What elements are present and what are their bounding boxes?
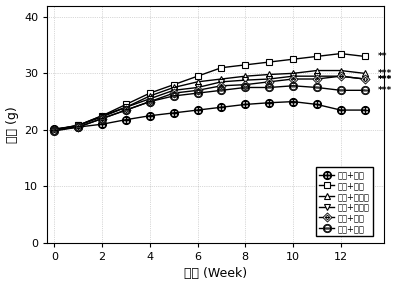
Text: **: ** bbox=[378, 52, 387, 61]
Text: ***: *** bbox=[378, 75, 392, 84]
Text: ***: *** bbox=[378, 75, 392, 84]
Text: ***: *** bbox=[378, 86, 392, 95]
Text: ***: *** bbox=[378, 69, 392, 78]
X-axis label: 星期 (Week): 星期 (Week) bbox=[184, 267, 247, 281]
Legend: 低脂+清水, 高脂+清水, 高脂+油腹层, 高脂+白皮层, 高脂+囊衣, 高脂+汁胞: 低脂+清水, 高脂+清水, 高脂+油腹层, 高脂+白皮层, 高脂+囊衣, 高脂+… bbox=[316, 167, 373, 236]
Y-axis label: 体重 (g): 体重 (g) bbox=[6, 106, 19, 143]
